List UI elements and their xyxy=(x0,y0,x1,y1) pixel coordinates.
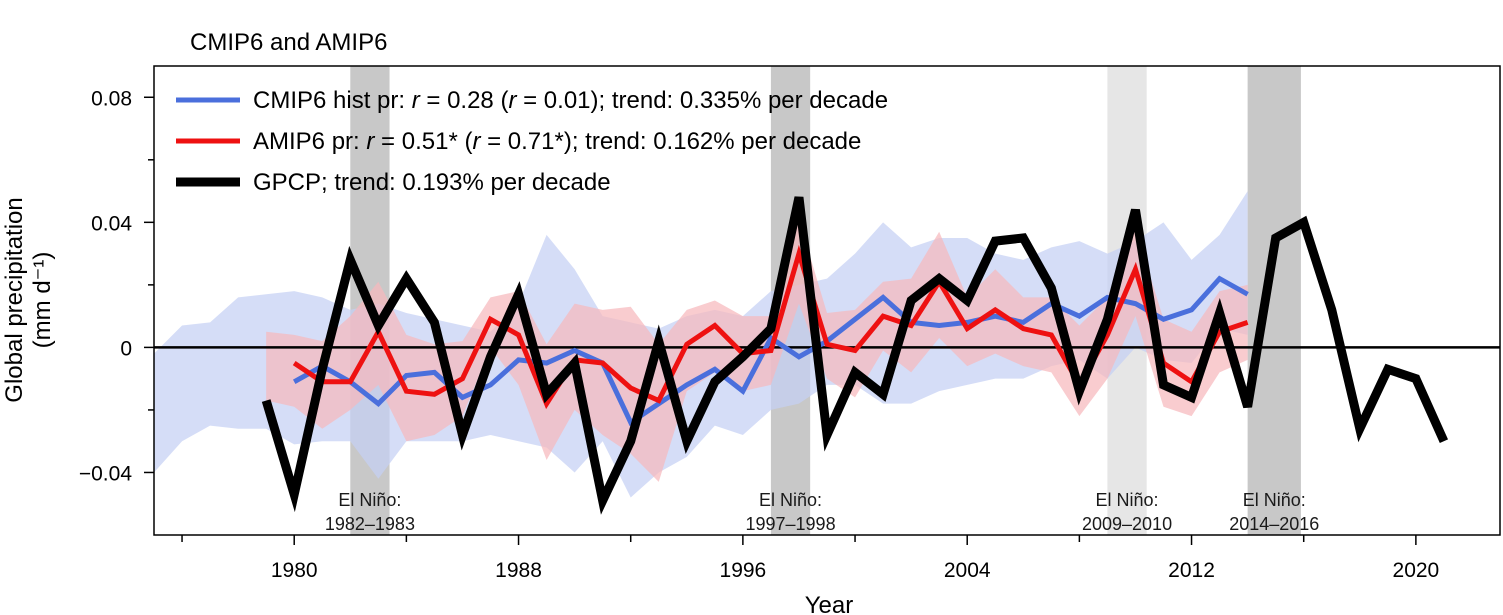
el-nino-years-2: 1997–1998 xyxy=(745,514,835,534)
chart-title: CMIP6 and AMIP6 xyxy=(190,29,387,56)
el-nino-label-4: El Niño: xyxy=(1243,490,1306,510)
el-nino-label-3: El Niño: xyxy=(1096,490,1159,510)
x-tick-label-1996: 1996 xyxy=(720,559,767,582)
el-nino-years-3: 2009–2010 xyxy=(1082,514,1172,534)
plot-frame xyxy=(153,65,1501,536)
legend: CMIP6 hist pr: r = 0.28 (r = 0.01); tren… xyxy=(176,87,888,196)
el-nino-years-4: 2014–2016 xyxy=(1229,514,1319,534)
x-tick-label-2012: 2012 xyxy=(1168,559,1215,582)
el-nino-years-1: 1982–1983 xyxy=(325,514,415,534)
x-axis-label: Year xyxy=(805,592,854,615)
x-tick-label-2004: 2004 xyxy=(944,559,991,582)
axes: 1980 1988 1996 2004 2012 2020 −0.04 0 0.04 0.08 xyxy=(79,87,1439,582)
model-spread-bands xyxy=(154,191,1248,498)
legend-label-cmip6: CMIP6 hist pr: r = 0.28 (r = 0.01); tren… xyxy=(253,87,888,114)
y-tick-label-2: 0 xyxy=(120,337,132,360)
x-tick-label-1980: 1980 xyxy=(271,559,318,582)
el-nino-label-1: El Niño: xyxy=(338,490,401,510)
x-tick-label-2020: 2020 xyxy=(1393,559,1440,582)
el-nino-band-4 xyxy=(1247,66,1301,535)
series-lines xyxy=(261,196,1449,515)
legend-label-amip6: AMIP6 pr: r = 0.51* (r = 0.71*); trend: … xyxy=(253,128,861,155)
gpcp-line xyxy=(261,196,1449,515)
el-nino-label-2: El Niño: xyxy=(759,490,822,510)
y-axis-label-line1: Global precipitation xyxy=(1,197,28,402)
legend-label-gpcp: GPCP; trend: 0.193% per decade xyxy=(253,169,611,196)
el-nino-labels: El Niño: 1982–1983 El Niño: 1997–1998 El Niñ… xyxy=(325,490,1319,534)
y-tick-label-1: −0.04 xyxy=(79,462,132,485)
y-tick-label-3: 0.04 xyxy=(91,212,132,235)
y-axis-label-line2: (mm d⁻¹) xyxy=(29,252,56,349)
x-tick-label-1988: 1988 xyxy=(495,559,542,582)
y-tick-label-4: 0.08 xyxy=(91,87,132,110)
